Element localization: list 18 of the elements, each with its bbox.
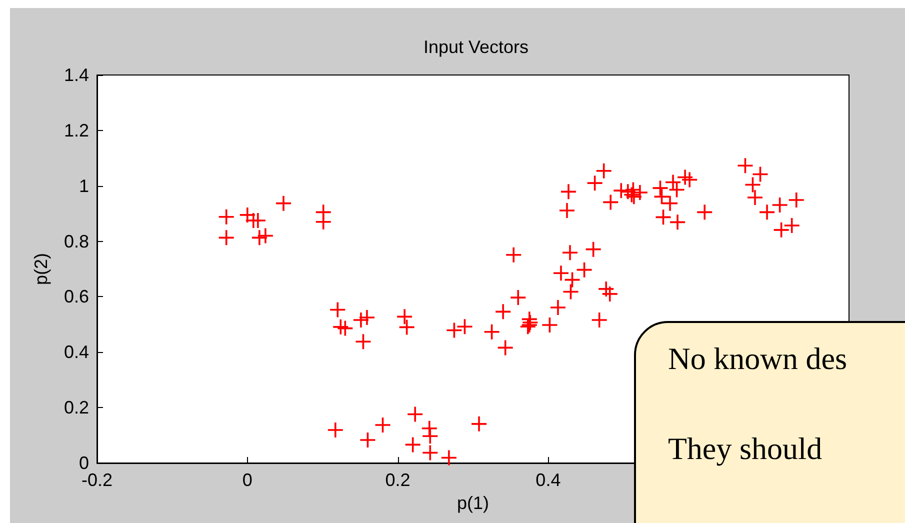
y-tick-label: 0.6 (64, 286, 89, 307)
y-axis-title: p(2) (31, 252, 51, 286)
x-tick-label: 0 (242, 470, 252, 490)
annotation: They should (668, 431, 824, 467)
annotation: No known des (668, 341, 848, 377)
y-tick-label: 1.4 (64, 65, 89, 85)
x-axis-title: p(1) (456, 492, 490, 513)
x-tick-label: 0.2 (385, 470, 410, 490)
y-tick-label: 0.8 (64, 231, 89, 252)
x-tick-label: 0.4 (536, 470, 561, 490)
chart-title: Input Vectors (423, 37, 529, 57)
y-tick-label: 0.2 (64, 398, 89, 418)
x-tick-label: -0.2 (81, 470, 113, 490)
y-tick-label: 0.4 (64, 342, 89, 362)
callout-box: No known des They should (634, 321, 905, 523)
y-tick-label: 0 (78, 453, 89, 473)
y-tick-label: 1 (78, 176, 89, 196)
y-tick-label: 1.2 (64, 120, 89, 140)
